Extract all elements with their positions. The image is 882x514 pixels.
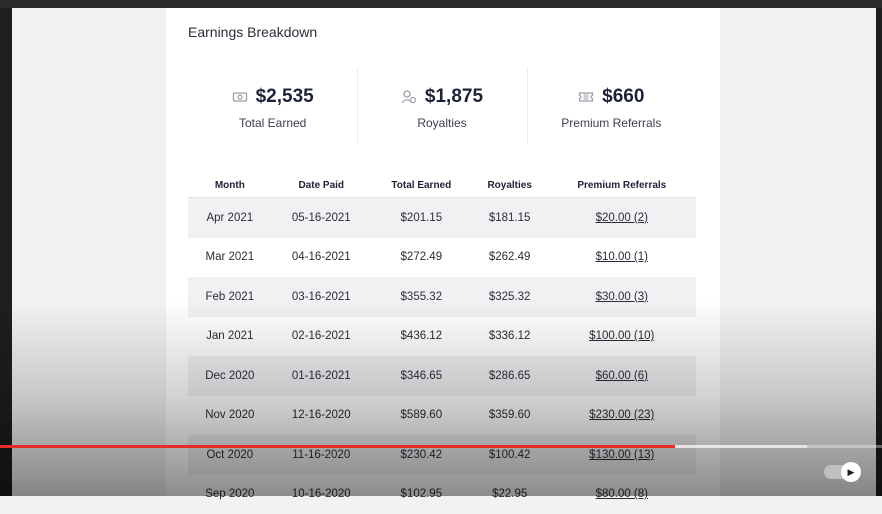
month-cell: Dec 2020 — [188, 356, 272, 396]
earnings-table: Month Date Paid Total Earned Royalties P… — [188, 173, 696, 514]
premium-referrals-link[interactable]: $30.00 (3) — [548, 277, 696, 317]
money-icon — [232, 91, 248, 103]
premium-referrals-label: Premium Referrals — [561, 116, 661, 130]
royalties-value: $1,875 — [425, 86, 483, 108]
play-icon: ▶ — [841, 462, 861, 482]
premium-referrals-link[interactable]: $20.00 (2) — [548, 198, 696, 238]
premium-referrals-link[interactable]: $100.00 (10) — [548, 317, 696, 357]
column-header-royalties: Royalties — [472, 173, 548, 198]
total-earned-label: Total Earned — [239, 116, 306, 130]
premium-referrals-link[interactable]: $230.00 (23) — [548, 396, 696, 436]
table-row: Dec 2020 01-16-2021 $346.65 $286.65 $60.… — [188, 356, 696, 396]
date-paid-cell: 10-16-2020 — [272, 475, 371, 514]
premium-referrals-link[interactable]: $60.00 (6) — [548, 356, 696, 396]
table-row: Sep 2020 10-16-2020 $102.95 $22.95 $80.0… — [188, 475, 696, 514]
royalties-cell: $336.12 — [472, 317, 548, 357]
autoplay-toggle[interactable]: ▶ — [824, 465, 858, 479]
stat-total-earned: $2,535 Total Earned — [188, 68, 357, 148]
earnings-card: Earnings Breakdown $2,535 Total Earned — [166, 8, 720, 496]
month-cell: Apr 2021 — [188, 198, 272, 238]
month-cell: Mar 2021 — [188, 238, 272, 278]
month-cell: Oct 2020 — [188, 435, 272, 475]
person-coin-icon — [401, 89, 417, 105]
stats-row: $2,535 Total Earned $1,875 Royalties — [188, 68, 696, 148]
total-earned-cell: $201.15 — [371, 198, 472, 238]
table-row: Mar 2021 04-16-2021 $272.49 $262.49 $10.… — [188, 238, 696, 278]
ticket-icon — [578, 91, 594, 103]
table-row: Feb 2021 03-16-2021 $355.32 $325.32 $30.… — [188, 277, 696, 317]
date-paid-cell: 04-16-2021 — [272, 238, 371, 278]
royalties-cell: $359.60 — [472, 396, 548, 436]
video-progress-bar[interactable] — [0, 445, 882, 448]
stat-royalties: $1,875 Royalties — [357, 68, 526, 148]
royalties-cell: $100.42 — [472, 435, 548, 475]
table-row: Jan 2021 02-16-2021 $436.12 $336.12 $100… — [188, 317, 696, 357]
table-row: Nov 2020 12-16-2020 $589.60 $359.60 $230… — [188, 396, 696, 436]
royalties-cell: $22.95 — [472, 475, 548, 514]
premium-referrals-value: $660 — [602, 86, 644, 108]
table-header-row: Month Date Paid Total Earned Royalties P… — [188, 173, 696, 198]
column-header-date-paid: Date Paid — [272, 173, 371, 198]
total-earned-cell: $355.32 — [371, 277, 472, 317]
month-cell: Sep 2020 — [188, 475, 272, 514]
date-paid-cell: 12-16-2020 — [272, 396, 371, 436]
date-paid-cell: 02-16-2021 — [272, 317, 371, 357]
total-earned-cell: $589.60 — [371, 396, 472, 436]
royalties-cell: $286.65 — [472, 356, 548, 396]
column-header-month: Month — [188, 173, 272, 198]
total-earned-cell: $230.42 — [371, 435, 472, 475]
column-header-premium-referrals: Premium Referrals — [548, 173, 696, 198]
left-gutter — [0, 8, 12, 496]
premium-referrals-link[interactable]: $130.00 (13) — [548, 435, 696, 475]
royalties-cell: $325.32 — [472, 277, 548, 317]
total-earned-cell: $346.65 — [371, 356, 472, 396]
date-paid-cell: 05-16-2021 — [272, 198, 371, 238]
premium-referrals-link[interactable]: $80.00 (8) — [548, 475, 696, 514]
date-paid-cell: 03-16-2021 — [272, 277, 371, 317]
date-paid-cell: 01-16-2021 — [272, 356, 371, 396]
table-row: Oct 2020 11-16-2020 $230.42 $100.42 $130… — [188, 435, 696, 475]
table-row: Apr 2021 05-16-2021 $201.15 $181.15 $20.… — [188, 198, 696, 238]
royalties-cell: $262.49 — [472, 238, 548, 278]
premium-referrals-link[interactable]: $10.00 (1) — [548, 238, 696, 278]
total-earned-value: $2,535 — [256, 86, 314, 108]
royalties-cell: $181.15 — [472, 198, 548, 238]
progress-played — [0, 445, 675, 448]
month-cell: Nov 2020 — [188, 396, 272, 436]
total-earned-cell: $272.49 — [371, 238, 472, 278]
right-gutter — [876, 8, 882, 496]
month-cell: Jan 2021 — [188, 317, 272, 357]
video-top-bar — [0, 0, 882, 8]
total-earned-cell: $436.12 — [371, 317, 472, 357]
column-header-total-earned: Total Earned — [371, 173, 472, 198]
month-cell: Feb 2021 — [188, 277, 272, 317]
stat-premium-referrals: $660 Premium Referrals — [527, 68, 696, 148]
date-paid-cell: 11-16-2020 — [272, 435, 371, 475]
page-title: Earnings Breakdown — [188, 24, 317, 40]
total-earned-cell: $102.95 — [371, 475, 472, 514]
royalties-label: Royalties — [417, 116, 466, 130]
